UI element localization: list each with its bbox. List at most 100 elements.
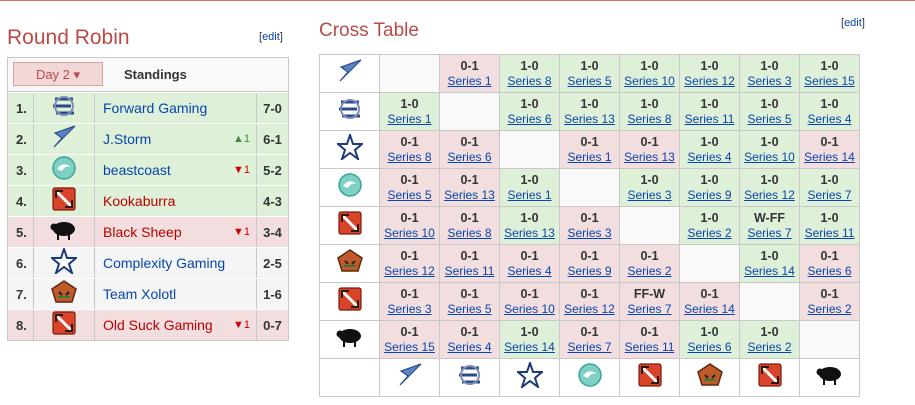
series-link[interactable]: Series 3 xyxy=(387,301,432,316)
team-link[interactable]: Kookaburra xyxy=(103,193,176,209)
series-link[interactable]: Series 11 xyxy=(624,339,675,354)
series-link[interactable]: Series 11 xyxy=(444,263,495,278)
match-result: 0-1 xyxy=(400,210,419,225)
top-divider xyxy=(0,0,915,1)
rank: 7. xyxy=(8,279,34,309)
team-logo-cell xyxy=(34,217,95,247)
series-link[interactable]: Series 12 xyxy=(744,187,795,202)
day-dropdown-button[interactable]: Day 2 ▾ xyxy=(13,62,103,86)
series-link[interactable]: Series 10 xyxy=(624,73,675,88)
team-link[interactable]: Old Suck Gaming xyxy=(103,317,213,333)
series-link[interactable]: Series 2 xyxy=(807,301,852,316)
series-link[interactable]: Series 13 xyxy=(444,187,495,202)
series-link[interactable]: Series 14 xyxy=(684,301,735,316)
series-link[interactable]: Series 3 xyxy=(627,187,672,202)
series-link[interactable]: Series 2 xyxy=(747,339,792,354)
series-link[interactable]: Series 11 xyxy=(684,111,735,126)
team-name-cell: beastcoast ▼1 xyxy=(95,155,257,185)
beastcoast-logo xyxy=(51,155,77,186)
match-result: 1-0 xyxy=(820,58,839,73)
series-link[interactable]: Series 5 xyxy=(387,187,432,202)
series-link[interactable]: Series 3 xyxy=(567,225,612,240)
column-header xyxy=(559,358,620,397)
corner-cell xyxy=(319,358,380,397)
empty-cell xyxy=(799,320,860,359)
series-link[interactable]: Series 14 xyxy=(804,149,855,164)
team-link[interactable]: Forward Gaming xyxy=(103,100,208,116)
match-cell: 1-0 Series 6 xyxy=(679,320,740,359)
series-link[interactable]: Series 10 xyxy=(384,225,435,240)
series-link[interactable]: Series 4 xyxy=(687,149,732,164)
match-cell: 0-1 Series 14 xyxy=(799,130,860,169)
match-result: 0-1 xyxy=(400,134,419,149)
series-link[interactable]: Series 2 xyxy=(627,263,672,278)
team-logo-cell xyxy=(34,186,95,216)
series-link[interactable]: Series 6 xyxy=(507,111,552,126)
series-link[interactable]: Series 7 xyxy=(807,187,852,202)
match-cell: 1-0 Series 3 xyxy=(739,54,800,93)
match-cell: 1-0 Series 12 xyxy=(739,168,800,207)
team-link[interactable]: Team Xolotl xyxy=(103,286,177,302)
team-link[interactable]: J.Storm xyxy=(103,131,152,147)
series-link[interactable]: Series 4 xyxy=(807,111,852,126)
series-link[interactable]: Series 1 xyxy=(567,149,612,164)
match-result: 0-1 xyxy=(400,172,419,187)
series-link[interactable]: Series 7 xyxy=(627,301,672,316)
series-link[interactable]: Series 4 xyxy=(507,263,552,278)
series-link[interactable]: Series 15 xyxy=(804,73,855,88)
series-link[interactable]: Series 12 xyxy=(684,73,735,88)
series-link[interactable]: Series 8 xyxy=(387,149,432,164)
series-link[interactable]: Series 8 xyxy=(507,73,552,88)
series-link[interactable]: Series 14 xyxy=(504,339,555,354)
series-link[interactable]: Series 4 xyxy=(447,339,492,354)
series-link[interactable]: Series 12 xyxy=(384,263,435,278)
series-link[interactable]: Series 13 xyxy=(564,111,615,126)
series-link[interactable]: Series 8 xyxy=(447,225,492,240)
match-result: 1-0 xyxy=(820,96,839,111)
match-result: FF-W xyxy=(633,286,666,301)
series-link[interactable]: Series 11 xyxy=(804,225,855,240)
series-link[interactable]: Series 14 xyxy=(744,263,795,278)
series-link[interactable]: Series 5 xyxy=(447,301,492,316)
series-link[interactable]: Series 13 xyxy=(504,225,555,240)
team-link[interactable]: beastcoast xyxy=(103,162,171,178)
series-link[interactable]: Series 10 xyxy=(744,149,795,164)
series-link[interactable]: Series 13 xyxy=(624,149,675,164)
series-link[interactable]: Series 9 xyxy=(687,187,732,202)
series-link[interactable]: Series 9 xyxy=(567,263,612,278)
series-link[interactable]: Series 8 xyxy=(627,111,672,126)
match-cell: 1-0 Series 11 xyxy=(799,206,860,245)
series-link[interactable]: Series 1 xyxy=(447,73,492,88)
match-cell: 0-1 Series 11 xyxy=(619,320,680,359)
edit-link[interactable]: edit xyxy=(262,31,280,43)
rank: 4. xyxy=(8,186,34,216)
empty-cell xyxy=(559,168,620,207)
series-link[interactable]: Series 6 xyxy=(687,339,732,354)
series-link[interactable]: Series 1 xyxy=(387,111,432,126)
series-link[interactable]: Series 6 xyxy=(447,149,492,164)
edit-link[interactable]: edit xyxy=(844,17,862,29)
team-link[interactable]: Black Sheep xyxy=(103,224,182,240)
forward-gaming-logo xyxy=(455,363,485,392)
match-cell: 0-1 Series 5 xyxy=(379,168,440,207)
series-link[interactable]: Series 15 xyxy=(384,339,435,354)
series-link[interactable]: Series 10 xyxy=(504,301,555,316)
series-link[interactable]: Series 5 xyxy=(747,111,792,126)
match-cell: 1-0 Series 2 xyxy=(739,320,800,359)
series-link[interactable]: Series 1 xyxy=(507,187,552,202)
series-link[interactable]: Series 12 xyxy=(564,301,615,316)
match-cell: 0-1 Series 3 xyxy=(379,282,440,321)
series-link[interactable]: Series 3 xyxy=(747,73,792,88)
row-header xyxy=(319,168,380,207)
match-cell: 1-0 Series 13 xyxy=(559,92,620,131)
series-link[interactable]: Series 6 xyxy=(807,263,852,278)
match-result: 1-0 xyxy=(520,210,539,225)
series-link[interactable]: Series 5 xyxy=(567,73,612,88)
match-result: 0-1 xyxy=(640,134,659,149)
team-name-cell: J.Storm ▲1 xyxy=(95,124,257,154)
series-link[interactable]: Series 7 xyxy=(567,339,612,354)
series-link[interactable]: Series 7 xyxy=(747,225,792,240)
team-link[interactable]: Complexity Gaming xyxy=(103,255,226,271)
match-result: 0-1 xyxy=(640,248,659,263)
series-link[interactable]: Series 2 xyxy=(687,225,732,240)
